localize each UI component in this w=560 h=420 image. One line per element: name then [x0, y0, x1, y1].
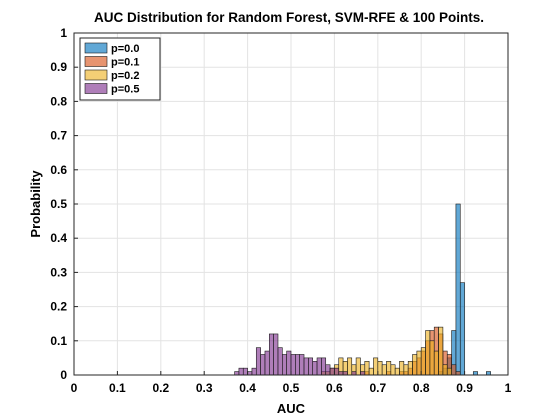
legend-label: p=0.5 [111, 84, 139, 96]
histogram-bar [455, 371, 461, 376]
histogram-bar [412, 354, 418, 376]
histogram-bar [459, 282, 465, 376]
histogram-bar [451, 364, 457, 376]
histogram-bar [472, 371, 478, 376]
histogram-bar [316, 357, 322, 376]
histogram-bar [446, 367, 452, 376]
histogram-bar [290, 354, 296, 376]
histogram-bar [394, 367, 400, 376]
histogram-bar [325, 364, 331, 376]
histogram-bar [338, 371, 344, 376]
y-tick-label: 0.2 [50, 300, 67, 314]
histogram-bar [273, 333, 279, 376]
histogram-bar [416, 350, 422, 376]
legend-label: p=0.1 [111, 57, 139, 69]
x-tick-label: 0.7 [369, 381, 386, 395]
y-tick-label: 0.6 [50, 163, 67, 177]
histogram-bar [277, 347, 283, 376]
x-tick-label: 0.6 [326, 381, 343, 395]
histogram-bar [255, 347, 261, 376]
y-tick-label: 0 [60, 368, 67, 382]
legend-swatch [84, 83, 108, 94]
histogram-bar [381, 364, 387, 376]
histogram-bars [234, 203, 491, 376]
histogram-bar [351, 371, 357, 376]
legend-swatch [84, 42, 108, 54]
x-axis-label: AUC [277, 401, 306, 416]
histogram-bar [368, 367, 374, 376]
legend-swatch [84, 56, 108, 67]
histogram-bar [377, 361, 383, 376]
y-axis-ticks: 0 0.1 0.2 0.3 0.4 0.5 0.6 0.7 0.8 0.9 1 [50, 26, 78, 382]
y-tick-label: 0.1 [50, 334, 67, 348]
histogram-bar [399, 361, 405, 376]
y-tick-label: 0.9 [50, 60, 67, 74]
y-tick-label: 0.7 [50, 129, 67, 143]
histogram-bar [347, 357, 353, 376]
histogram-bar [242, 367, 248, 376]
x-tick-label: 0 [71, 381, 78, 395]
histogram-bar [433, 350, 439, 376]
x-tick-label: 0.5 [283, 381, 300, 395]
histogram-bar [260, 354, 266, 376]
histogram-bar [286, 350, 292, 376]
histogram-bar [438, 326, 444, 376]
legend-swatch [84, 69, 108, 81]
histogram-bar [407, 361, 413, 376]
legend: p=0.0 p=0.1p=0.2 p=0.5 [79, 37, 161, 101]
histogram-bar [282, 354, 287, 376]
histogram-bar [342, 371, 348, 376]
histogram-bar [455, 203, 461, 376]
histogram-bar [251, 367, 257, 376]
x-tick-label: 0.2 [152, 381, 169, 395]
histogram-bar [295, 354, 300, 376]
chart-title: AUC Distribution for Random Forest, SVM-… [94, 10, 484, 25]
series-p=0.2 [321, 326, 452, 376]
histogram-bar [485, 371, 491, 376]
histogram-bar [334, 367, 340, 376]
histogram-bar [321, 357, 327, 376]
x-tick-label: 1 [505, 381, 512, 395]
x-tick-label: 0.1 [109, 381, 126, 395]
histogram-bar [425, 330, 431, 376]
histogram-bar [373, 357, 379, 376]
histogram-bar [303, 357, 309, 376]
y-tick-label: 0.8 [50, 94, 67, 108]
x-tick-label: 0.4 [239, 381, 256, 395]
histogram-bar [420, 347, 426, 376]
histogram-bar [364, 361, 370, 376]
legend-label: p=0.2 [111, 70, 139, 82]
histogram-bar [312, 361, 318, 376]
histogram-bar [268, 333, 274, 376]
histogram-bar [329, 367, 335, 376]
y-axis-label: Probability [28, 170, 43, 238]
x-axis-ticks: 0 0.1 0.2 0.3 0.4 0.5 0.6 0.7 0.8 0.9 1 [71, 371, 512, 395]
y-tick-label: 0.3 [50, 265, 67, 279]
histogram-bar [360, 371, 366, 376]
x-tick-label: 0.8 [413, 381, 430, 395]
histogram-bar [386, 361, 392, 376]
histogram-bar [355, 357, 361, 376]
histogram-bar [403, 364, 409, 376]
y-tick-label: 0.5 [50, 197, 67, 211]
y-tick-label: 0.4 [50, 231, 67, 245]
histogram-bar [299, 354, 305, 376]
histogram-bar [234, 371, 240, 376]
histogram-bar [247, 371, 253, 376]
histogram-bar [429, 340, 435, 376]
histogram-bar [442, 364, 448, 376]
x-tick-label: 0.3 [196, 381, 213, 395]
legend-label: p=0.0 [111, 43, 139, 55]
histogram-bar [308, 357, 313, 376]
y-tick-label: 1 [60, 26, 67, 40]
histogram-bar [264, 350, 270, 376]
x-tick-label: 0.9 [456, 381, 473, 395]
histogram-bar [238, 367, 244, 376]
histogram-bar [390, 364, 396, 376]
